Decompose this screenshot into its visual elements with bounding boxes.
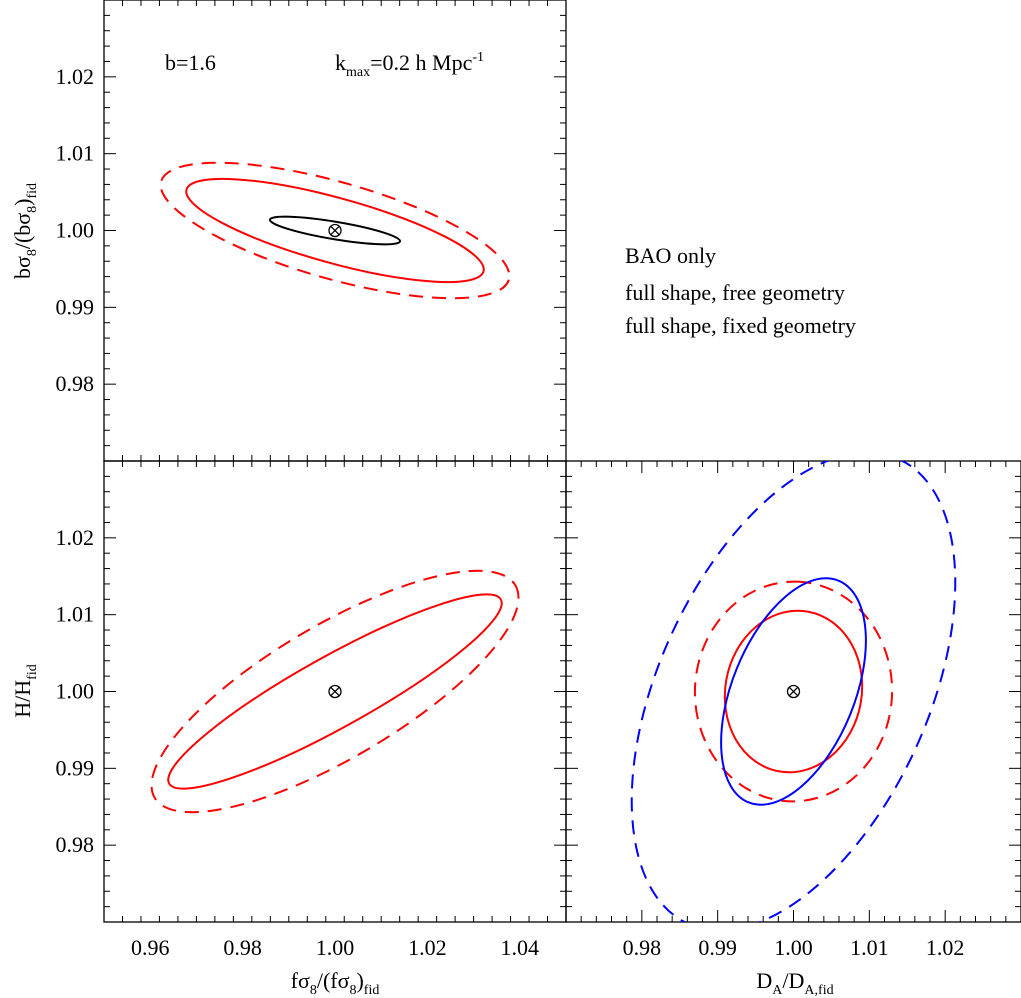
legend-full-shape-free-geometry: full shape, free geometry [625,280,845,305]
contour-fixed-solid [268,215,402,246]
contour-free-dashed [693,580,894,803]
kmax-k: k [335,50,346,75]
contour-free-dashed [150,569,520,814]
x-tick-label: 0.98 [223,935,262,960]
fiducial-marker [786,684,801,699]
y-tick-label: 1.02 [56,525,95,550]
x-tick-label: 1.01 [850,935,889,960]
x-tick-label: 1.04 [501,935,540,960]
contour-free-solid [723,609,864,774]
legend-full-shape-fixed-geometry: full shape, fixed geometry [625,313,856,338]
contour-free-solid [167,593,503,790]
x-axis-label-left: fσ8/(fσ8)fid [291,968,380,998]
y-axis-label-bottom: H/Hfid [10,664,40,717]
x-tick-label: 1.02 [408,935,447,960]
bias-annotation: b=1.6 [165,50,216,75]
contour-bao-solid [720,577,867,806]
x-tick-label: 1.02 [926,935,965,960]
kmax-superscript: -1 [472,50,484,65]
kmax-value: =0.2 h Mpc [370,50,472,75]
legend-bao-only: BAO only [625,243,716,268]
x-axis-label-right: DA/DA,fid [756,968,833,998]
y-tick-label: 0.98 [56,371,95,396]
contour-group [630,461,957,922]
panel-top-left: 0.98 0.99 1.00 1.01 1.02 [56,0,567,462]
x-tick-label: 0.98 [623,935,662,960]
y-tick-label: 0.99 [56,294,95,319]
contour-free-dashed [159,161,511,300]
contour-group [159,161,511,300]
y-tick-label: 0.98 [56,832,95,857]
kmax-annotation: kmax=0.2 h Mpc-1 [335,50,484,80]
panel-bottom-left: 0.96 0.98 1.00 1.02 1.04 0.98 0.99 1.00 1.01 1.02 [56,460,567,960]
y-tick-label: 0.99 [56,755,95,780]
x-tick-label: 1.00 [774,935,813,960]
fiducial-marker [328,223,342,238]
y-tick-label: 1.01 [56,141,95,166]
y-tick-label: 1.00 [56,218,95,243]
contour-free-solid [185,177,485,284]
panel-bottom-right: 0.98 0.99 1.00 1.01 1.02 [565,460,1021,960]
contour-group [150,569,520,814]
x-tick-label: 0.96 [131,935,170,960]
y-tick-label: 1.00 [56,679,95,704]
y-tick-label: 1.01 [56,602,95,627]
x-tick-label: 0.99 [698,935,737,960]
y-axis-label-top: bσ8/(bσ8)fid [10,183,40,279]
y-tick-label: 1.02 [56,64,95,89]
kmax-subscript: max [346,65,370,80]
x-tick-label: 1.00 [316,935,355,960]
fiducial-marker [328,684,342,699]
